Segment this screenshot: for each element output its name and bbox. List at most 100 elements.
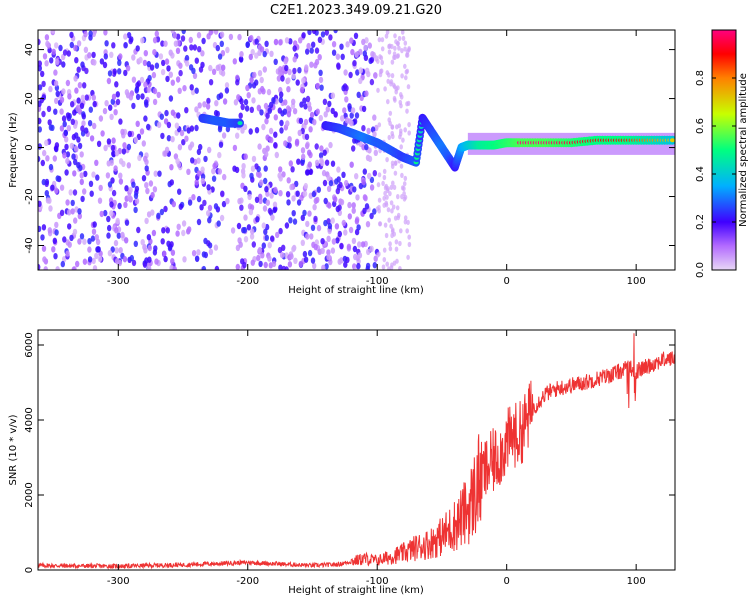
noise-speck [355,194,360,201]
noise-speck [380,46,385,52]
noise-speck [83,170,88,178]
noise-speck [241,163,246,170]
noise-speck [107,250,113,257]
noise-speck [91,30,97,38]
noise-speck [138,56,143,64]
noise-speck [330,247,336,254]
noise-speck [59,209,65,216]
noise-speck [381,264,386,270]
noise-speck [125,65,131,72]
noise-speck [273,142,278,149]
noise-speck [244,105,250,112]
noise-speck [292,67,297,75]
noise-speck [265,199,270,206]
noise-speck [54,229,59,236]
noise-speck [402,191,406,197]
noise-speck [44,178,50,186]
noise-speck [243,98,249,106]
noise-speck [356,91,361,99]
noise-speck [181,229,186,237]
noise-speck [343,261,348,268]
noise-speck [128,196,133,203]
colorbar-tick-label: 0.6 [695,118,706,134]
noise-speck [190,157,195,164]
noise-speck [62,49,68,56]
noise-speck [340,53,345,60]
noise-speck [143,50,148,57]
noise-speck [178,62,183,69]
noise-speck [364,90,369,97]
x-tick-label: 0 [503,576,509,587]
noise-speck [373,72,378,79]
noise-speck [400,30,405,35]
noise-speck [181,139,186,146]
noise-speck [242,226,247,234]
noise-speck [304,133,310,141]
x-tick-label: -300 [107,276,130,287]
noise-speck [320,31,326,38]
noise-speck [317,54,322,61]
noise-speck [375,206,380,212]
spectrogram-xlabel: Height of straight line (km) [288,285,424,296]
noise-speck [403,127,408,133]
noise-speck [60,260,65,268]
noise-speck [121,148,127,155]
noise-speck [279,91,284,98]
noise-speck [273,58,278,65]
noise-speck [170,30,175,34]
noise-speck [372,131,377,138]
noise-speck [360,241,366,248]
noise-speck [322,98,328,106]
noise-speck [399,92,403,98]
noise-speck [369,212,374,220]
noise-speck [118,158,124,165]
noise-speck [194,87,199,94]
noise-speck [300,147,306,154]
noise-speck [407,46,411,52]
noise-speck [129,36,134,43]
noise-speck [402,196,407,202]
noise-speck [207,204,213,212]
noise-speck [95,174,100,181]
noise-speck [116,232,122,239]
noise-speck [334,178,339,185]
noise-speck [238,112,243,119]
noise-speck [163,255,168,263]
noise-speck [98,115,104,122]
noise-speck [377,122,382,128]
noise-speck [286,105,291,112]
noise-speck [69,234,74,242]
noise-speck [111,150,116,157]
noise-speck [156,212,161,219]
noise-speck [189,125,195,132]
noise-speck [389,184,394,190]
noise-speck [160,40,165,47]
noise-speck [69,142,75,150]
noise-speck [261,222,266,229]
noise-speck [358,182,364,190]
noise-speck [393,33,397,39]
noise-speck [187,226,192,233]
noise-speck [218,92,224,99]
noise-speck [200,166,205,173]
noise-speck [189,84,194,91]
noise-speck [208,248,214,256]
noise-speck [398,240,402,247]
colorbar-tick-label: 0.4 [695,166,706,182]
noise-speck [249,76,254,84]
noise-speck [91,228,97,235]
noise-speck [387,266,391,270]
noise-speck [357,241,362,248]
noise-speck [168,95,174,102]
noise-speck [291,72,296,80]
noise-speck [279,251,285,259]
noise-speck [73,75,78,82]
noise-speck [286,86,291,93]
noise-speck [403,63,407,69]
noise-speck [84,127,89,134]
noise-speck [399,228,403,234]
y-tick-label: -40 [24,237,35,253]
noise-speck [349,120,354,127]
noise-speck [109,159,114,166]
